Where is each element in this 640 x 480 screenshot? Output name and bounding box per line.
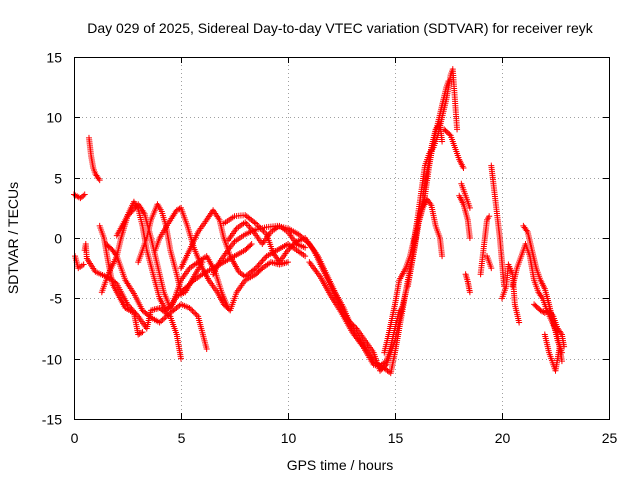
data-point [254,222,261,229]
data-point [446,131,453,138]
plot-frame [74,57,610,420]
data-point [260,256,267,263]
data-point [439,253,446,260]
data-point [186,304,193,311]
data-point [466,235,473,241]
data-point [161,315,168,322]
data-point [96,177,103,184]
data-point [439,138,446,145]
data-point [302,253,309,260]
data-point [556,343,563,350]
series-t29 [531,301,568,350]
data-point [516,319,523,326]
data-point [285,259,291,266]
series-t22 [462,271,473,296]
series-t12 [210,222,403,369]
chart-title: Day 029 of 2025, Sidereal Day-to-day VTE… [87,20,593,36]
data-point [178,355,184,362]
data-point [258,259,265,266]
data-point [287,244,294,251]
series-t11 [178,207,309,280]
series-t26 [499,261,523,326]
data-point [164,312,171,319]
x-tick-label: 0 [71,430,79,446]
y-tick-label: 5 [54,171,62,187]
x-tick-label: 15 [388,430,404,446]
series-t30 [541,331,563,374]
series-t02 [72,253,87,272]
data-point [286,245,293,252]
data-point [350,322,357,329]
data-point [247,242,254,249]
data-point [190,309,197,316]
series-t21 [458,180,473,211]
data-point [189,307,196,314]
data-point [289,242,296,249]
data-point [80,261,87,268]
data-point [488,265,495,272]
data-point [460,165,467,172]
series-t04 [85,134,103,184]
x-tick-label: 10 [281,430,297,446]
y-axis-label: SDTVAR / TECUs [5,182,21,294]
data-point [454,126,461,133]
y-tick-label: 0 [54,231,62,247]
x-axis-label: GPS time / hours [287,457,394,473]
x-tick-label: 25 [602,430,618,446]
series-t20 [456,192,473,241]
y-tick-label: -10 [42,352,62,368]
series-t23 [477,213,493,278]
data-point [139,329,146,336]
data-point [80,192,87,199]
data-point [81,191,88,198]
data-point [445,78,452,85]
data-point [138,329,145,336]
data-point [285,247,291,254]
y-tick-label: -15 [42,412,62,428]
x-tick-label: 5 [178,430,186,446]
data-point [259,257,266,264]
data-point [349,321,356,328]
data-point [486,213,493,220]
series-t19 [441,126,467,172]
data-point [352,324,359,331]
series-t01 [71,191,88,202]
series-t17 [404,196,446,290]
x-tick-labels: 0 5 10 15 20 25 [71,430,618,446]
data-point [193,312,200,319]
data-point [466,289,473,296]
data-point [146,313,153,320]
data-points [71,66,568,377]
y-tick-label: -5 [50,291,63,307]
series-t14 [225,219,309,251]
series-t27 [509,241,565,365]
data-point [260,228,267,235]
series-t24 [484,253,495,272]
y-tick-label: 10 [46,110,62,126]
data-point [192,310,199,317]
data-point [248,241,255,248]
data-point [158,318,165,325]
data-point [302,244,309,251]
series-t06 [103,241,210,353]
series-t15 [306,66,461,377]
y-tick-labels: 15 10 5 0 -5 -10 -15 [42,50,62,428]
x-tick-label: 20 [495,430,511,446]
data-point [203,346,210,353]
series-t10 [152,204,291,314]
y-tick-label: 15 [46,50,62,66]
data-point [168,302,175,309]
data-point [187,306,194,313]
data-point [466,204,473,211]
series-t05 [96,222,146,338]
